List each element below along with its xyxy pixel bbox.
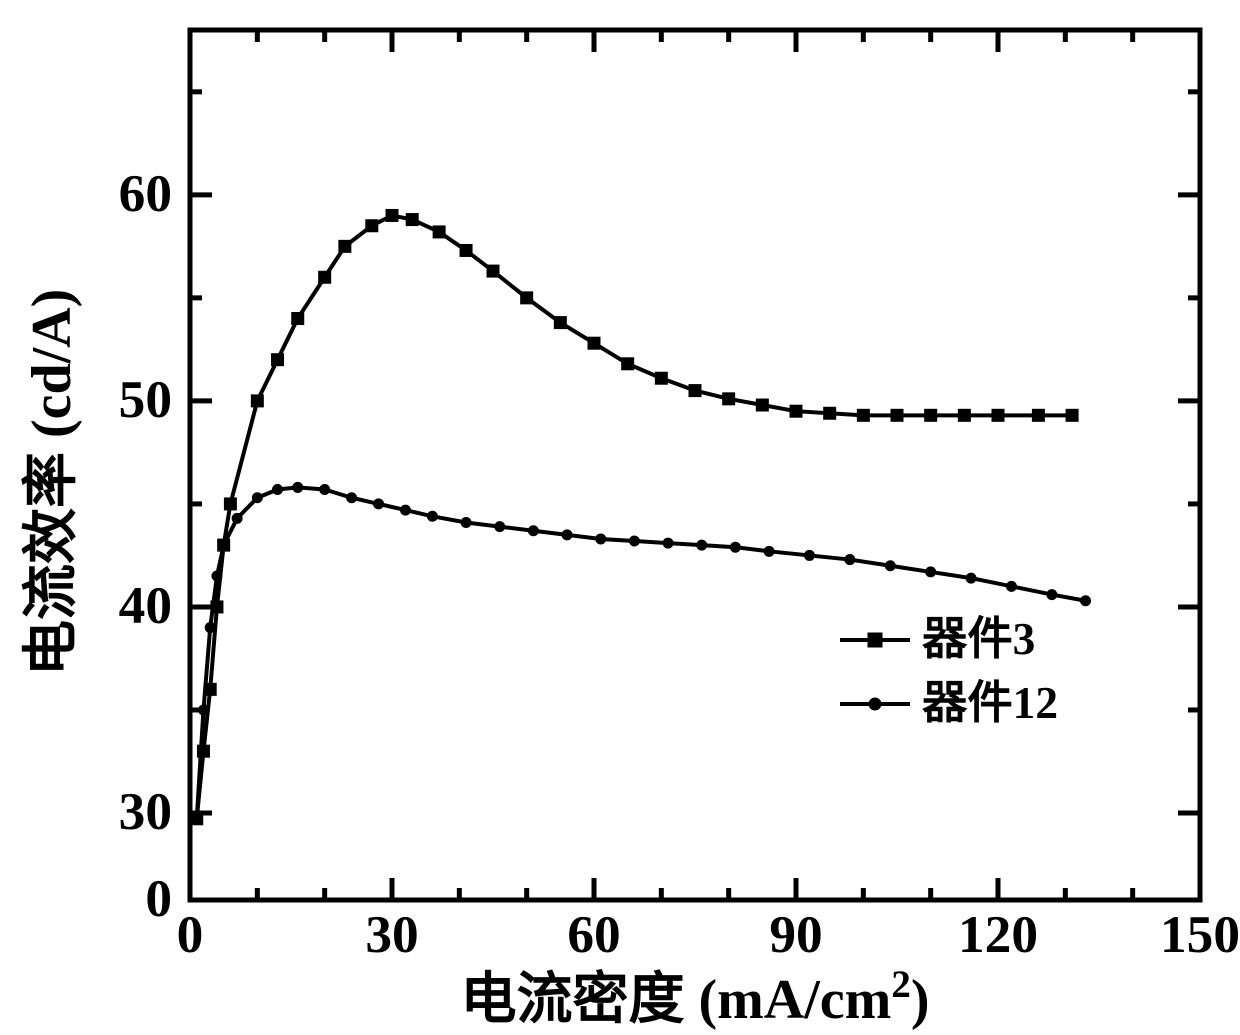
- y-tick-label: 50: [119, 369, 172, 429]
- y-tick-label: 60: [119, 163, 172, 223]
- series-marker: [319, 271, 331, 283]
- series-marker: [521, 292, 533, 304]
- series-marker: [992, 409, 1004, 421]
- series-marker: [528, 526, 538, 536]
- series-marker: [697, 540, 707, 550]
- y-axis-title: 电流效率 (cd/A): [21, 289, 83, 676]
- series-marker: [885, 561, 895, 571]
- series-marker: [460, 244, 472, 256]
- series-marker: [1047, 590, 1057, 600]
- series-marker: [891, 409, 903, 421]
- series-marker: [966, 573, 976, 583]
- series-marker: [655, 372, 667, 384]
- series-marker: [1006, 581, 1016, 591]
- series-line-0: [197, 215, 1072, 818]
- series-marker: [1081, 596, 1091, 606]
- series-marker: [562, 530, 572, 540]
- series-marker: [433, 226, 445, 238]
- series-marker: [495, 522, 505, 532]
- series-marker: [487, 265, 499, 277]
- x-tick-label: 120: [958, 904, 1038, 964]
- series-marker: [374, 499, 384, 509]
- series-marker: [293, 482, 303, 492]
- series-marker: [723, 393, 735, 405]
- series-marker: [320, 484, 330, 494]
- x-axis-title: 电流密度 (mA/cm2): [460, 963, 929, 1032]
- series-marker: [764, 546, 774, 556]
- series-marker: [252, 493, 262, 503]
- series-marker: [824, 407, 836, 419]
- series-marker: [251, 395, 263, 407]
- series-marker: [926, 567, 936, 577]
- y-tick-label: 0: [145, 868, 172, 928]
- y-tick-label: 40: [119, 575, 172, 635]
- series-marker: [292, 312, 304, 324]
- y-tick-label: 30: [119, 781, 172, 841]
- series-marker: [622, 358, 634, 370]
- series-marker: [232, 513, 242, 523]
- series-marker: [192, 814, 202, 824]
- series-marker: [588, 337, 600, 349]
- series-marker: [857, 409, 869, 421]
- legend-marker-square: [868, 633, 882, 647]
- series-marker: [629, 536, 639, 546]
- series-marker: [804, 550, 814, 560]
- series-marker: [347, 493, 357, 503]
- series-marker: [272, 354, 284, 366]
- chart-svg: 0 30 60 90 120 150 0 30 40 50 60 器件3 器件12 电流效率 (cd/A)…: [0, 0, 1240, 1035]
- legend-marker-circle: [869, 698, 881, 710]
- chart-container: 0 30 60 90 120 150 0 30 40 50 60 器件3 器件12 电流效率 (cd/A)…: [0, 0, 1240, 1035]
- series-marker: [198, 705, 208, 715]
- series-marker: [339, 240, 351, 252]
- series-marker: [1066, 409, 1078, 421]
- series-marker: [219, 540, 229, 550]
- series-marker: [427, 511, 437, 521]
- series-marker: [845, 555, 855, 565]
- legend-label: 器件3: [922, 614, 1035, 664]
- series-marker: [756, 399, 768, 411]
- series-marker: [958, 409, 970, 421]
- series-marker: [461, 517, 471, 527]
- x-tick-label: 60: [567, 904, 620, 964]
- x-tick-label: 0: [177, 904, 204, 964]
- series-marker: [273, 484, 283, 494]
- x-tick-label: 150: [1160, 904, 1240, 964]
- series-marker: [400, 505, 410, 515]
- series-marker: [554, 317, 566, 329]
- plot-border: [190, 30, 1200, 900]
- series-marker: [925, 409, 937, 421]
- series-marker: [205, 623, 215, 633]
- series-marker: [212, 571, 222, 581]
- series-marker: [406, 214, 418, 226]
- series-marker: [1032, 409, 1044, 421]
- series-marker: [689, 385, 701, 397]
- series-marker: [663, 538, 673, 548]
- x-tick-label: 90: [769, 904, 822, 964]
- series-marker: [386, 209, 398, 221]
- x-tick-label: 30: [365, 904, 418, 964]
- series-marker: [224, 498, 236, 510]
- series-marker: [790, 405, 802, 417]
- series-marker: [730, 542, 740, 552]
- series-marker: [596, 534, 606, 544]
- legend-label: 器件12: [922, 678, 1058, 728]
- series-marker: [366, 220, 378, 232]
